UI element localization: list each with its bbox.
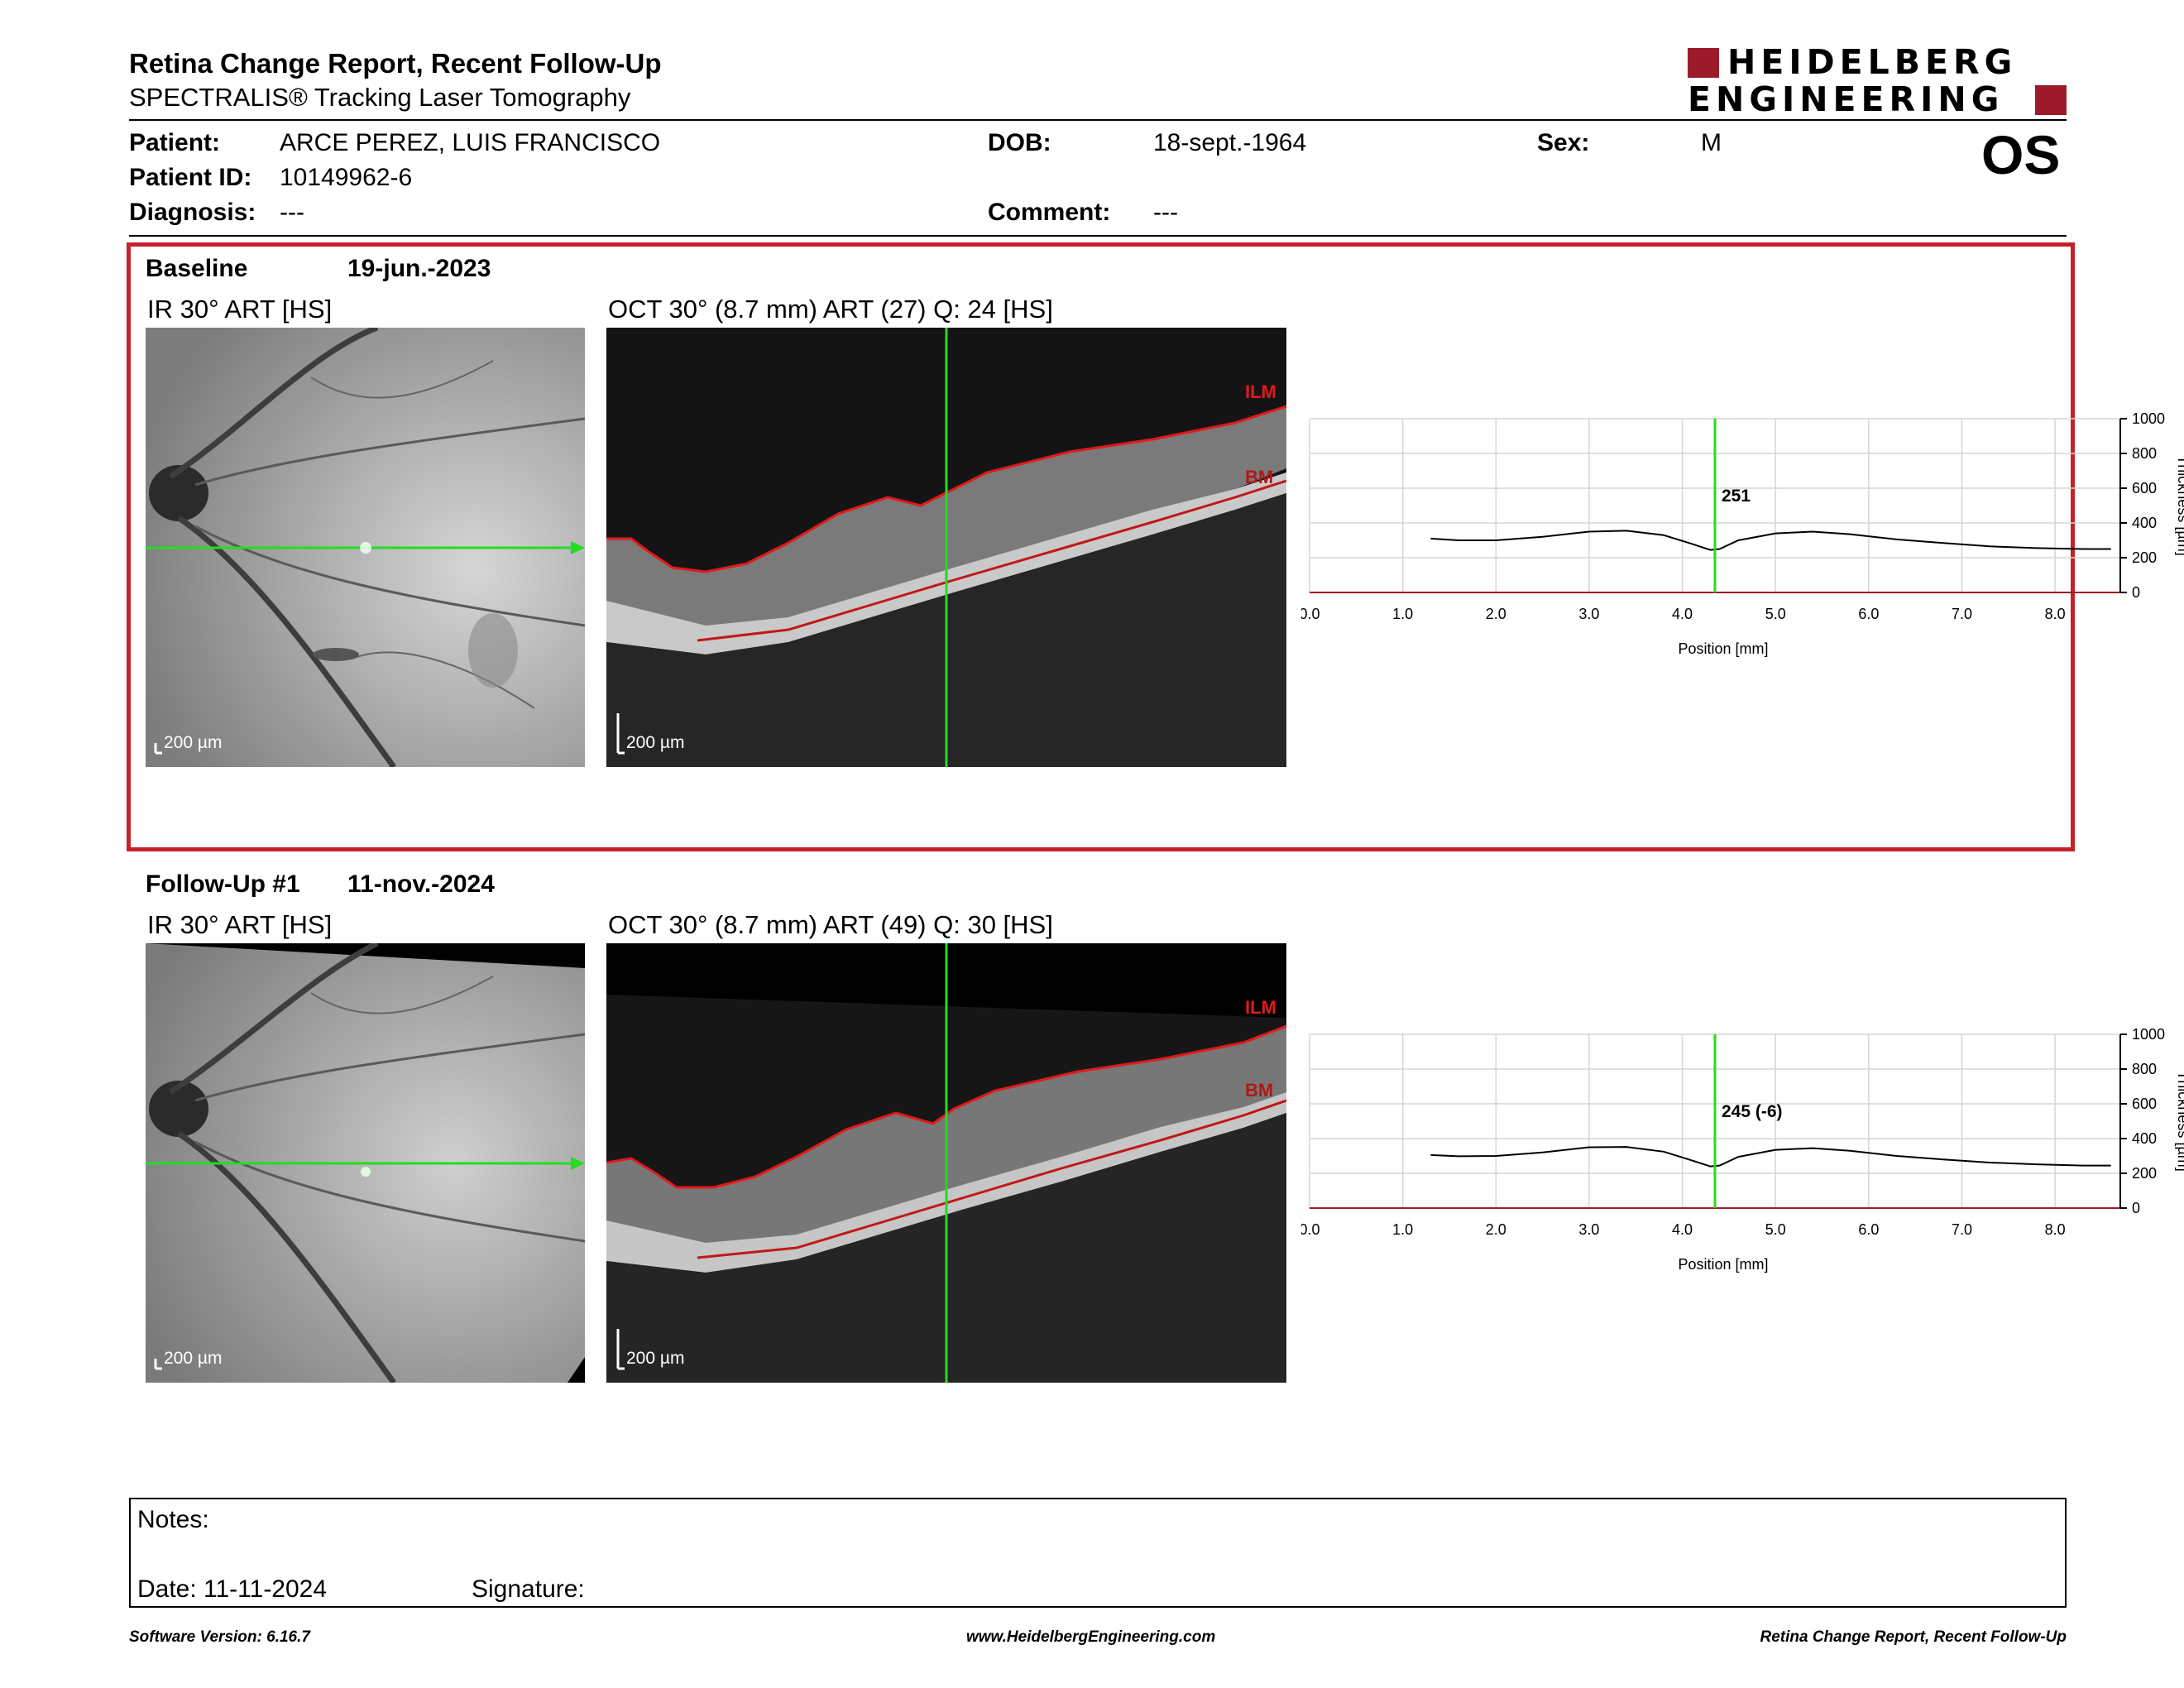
ir-scale-label: 200 µm: [164, 733, 223, 752]
x-tick-label: 6.0: [1858, 1221, 1879, 1238]
thickness-chart[interactable]: 0 200 400 600 800 1000 0.0 1.0 2.0 3.0 4.0 5.0 6.0 7.…: [1301, 1026, 2184, 1307]
dob-value: 18-sept.-1964: [1153, 129, 1307, 156]
ir-fundus-image[interactable]: 200 µm: [146, 328, 585, 767]
notes-date: Date: 11-11-2024: [137, 1575, 328, 1603]
ir-title: IR 30° ART [HS]: [147, 910, 333, 939]
oct-ilm-label: ILM: [1245, 381, 1276, 402]
y-tick-label: 1000: [2132, 1026, 2165, 1043]
x-tick-label: 1.0: [1392, 606, 1413, 622]
y-tick-label: 600: [2132, 480, 2157, 496]
y-tick-label: 0: [2132, 584, 2140, 601]
patient-label: Patient:: [129, 129, 221, 156]
ir-title: IR 30° ART [HS]: [147, 295, 333, 324]
x-tick-label: 1.0: [1392, 1221, 1413, 1238]
ir-scale-label: 200 µm: [164, 1349, 223, 1368]
dob-label: DOB:: [988, 129, 1051, 156]
thickness-series-line: [1430, 1146, 2111, 1168]
x-tick-label: 7.0: [1952, 606, 1972, 622]
y-tick-label: 200: [2132, 1165, 2157, 1182]
ir-fundus-image[interactable]: 200 µm: [146, 943, 585, 1383]
oct-bscan-image[interactable]: ILM BM 200 µm: [606, 328, 1286, 767]
report-subtitle: SPECTRALIS® Tracking Laser Tomography: [129, 83, 631, 112]
x-tick-label: 4.0: [1672, 1221, 1693, 1238]
comment-label: Comment:: [988, 199, 1111, 226]
x-tick-label: 4.0: [1672, 606, 1693, 622]
header-divider: [129, 119, 2067, 121]
x-axis-title: Position [mm]: [1678, 640, 1768, 657]
oct-scale-label: 200 µm: [626, 733, 685, 752]
x-tick-label: 2.0: [1486, 1221, 1506, 1238]
diagnosis-value: ---: [280, 199, 304, 226]
exam-label: Follow-Up #1: [146, 870, 300, 898]
x-tick-label: 8.0: [2045, 606, 2066, 622]
oct-ilm-label: ILM: [1245, 997, 1276, 1018]
x-tick-label: 2.0: [1486, 606, 1506, 622]
oct-bscan-image[interactable]: ILM BM 200 µm: [606, 943, 1286, 1383]
baseline-panel: Baseline 19-jun.-2023 IR 30° ART [HS] OC…: [127, 242, 2184, 851]
heidelberg-logo: HEIDELBERG ENGINEERING: [1688, 46, 2068, 117]
y-tick-label: 200: [2132, 549, 2157, 566]
x-tick-label: 3.0: [1578, 606, 1599, 622]
cursor-value-label: 245 (-6): [1722, 1102, 1783, 1121]
x-tick-label: 3.0: [1578, 1221, 1599, 1238]
cursor-value-label: 251: [1722, 487, 1751, 506]
eye-indicator: OS: [1981, 124, 2061, 185]
logo-line-2: ENGINEERING: [1688, 79, 2004, 119]
notes-box[interactable]: Notes: Date: 11-11-2024 Signature:: [129, 1498, 2067, 1608]
y-tick-label: 400: [2132, 1130, 2157, 1147]
y-tick-label: 1000: [2132, 410, 2165, 427]
y-tick-label: 800: [2132, 1061, 2157, 1077]
followup-panel: Follow-Up #1 11-nov.-2024 IR 30° ART [HS…: [127, 858, 2184, 1467]
x-axis-title: Position [mm]: [1678, 1256, 1768, 1273]
thickness-series-line: [1430, 530, 2111, 551]
patient-name: ARCE PEREZ, LUIS FRANCISCO: [280, 129, 661, 156]
oct-bm-label: BM: [1245, 467, 1273, 487]
oct-title: OCT 30° (8.7 mm) ART (49) Q: 30 [HS]: [608, 910, 1053, 939]
oct-bm-label: BM: [1245, 1080, 1273, 1101]
x-tick-label: 5.0: [1765, 606, 1786, 622]
comment-value: ---: [1153, 199, 1178, 226]
report-title: Retina Change Report, Recent Follow-Up: [129, 48, 662, 79]
notes-label: Notes:: [137, 1506, 209, 1533]
x-tick-label: 7.0: [1952, 1221, 1972, 1238]
logo-square-bottom: [2035, 85, 2067, 115]
patient-divider: [129, 235, 2067, 237]
patient-id-label: Patient ID:: [129, 164, 252, 191]
logo-square-top: [1688, 48, 1719, 78]
x-tick-label: 8.0: [2045, 1221, 2066, 1238]
oct-scale-label: 200 µm: [626, 1349, 685, 1368]
y-tick-label: 400: [2132, 515, 2157, 531]
sex-value: M: [1701, 129, 1722, 156]
logo-line-1: HEIDELBERG: [1727, 42, 2018, 82]
thickness-chart[interactable]: 0 200 400 600 800 1000 0.0 1.0 2.0 3.0 4.0 5.0 6.0 7.…: [1301, 410, 2184, 692]
x-tick-label: 0.0: [1301, 606, 1320, 622]
y-tick-label: 800: [2132, 445, 2157, 462]
footer-software-version: Software Version: 6.16.7: [129, 1628, 310, 1646]
x-tick-label: 6.0: [1858, 606, 1879, 622]
y-tick-label: 0: [2132, 1200, 2140, 1216]
y-tick-label: 600: [2132, 1096, 2157, 1112]
exam-label: Baseline: [146, 255, 248, 282]
y-axis-title: Thickness [µm]: [2175, 455, 2184, 555]
sex-label: Sex:: [1537, 129, 1590, 156]
signature-label: Signature:: [472, 1575, 585, 1603]
exam-date: 19-jun.-2023: [347, 255, 491, 282]
diagnosis-label: Diagnosis:: [129, 199, 256, 226]
x-tick-label: 5.0: [1765, 1221, 1786, 1238]
exam-date: 11-nov.-2024: [347, 870, 495, 898]
footer-report-name: Retina Change Report, Recent Follow-Up: [1760, 1628, 2067, 1646]
footer-website-link[interactable]: www.HeidelbergEngineering.com: [966, 1628, 1216, 1646]
y-axis-title: Thickness [µm]: [2175, 1071, 2184, 1171]
x-tick-label: 0.0: [1301, 1221, 1320, 1238]
patient-id: 10149962-6: [280, 164, 413, 191]
oct-title: OCT 30° (8.7 mm) ART (27) Q: 24 [HS]: [608, 295, 1053, 324]
